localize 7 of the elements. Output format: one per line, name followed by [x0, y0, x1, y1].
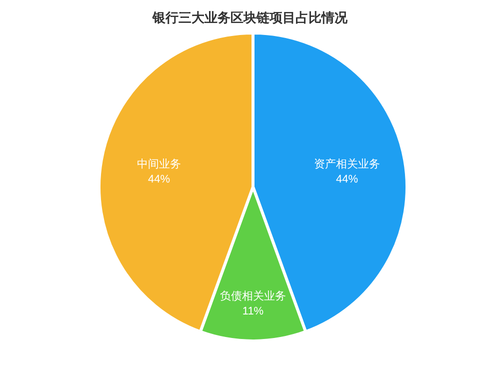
slice-label: 中间业务: [136, 157, 181, 170]
data-label: 11%: [242, 306, 264, 318]
data-label: 44%: [336, 173, 358, 186]
data-label: 44%: [148, 173, 170, 186]
slice-label: 资产相关业务: [314, 157, 380, 170]
chart-title: 银行三大业务区块链项目占比情况: [152, 10, 348, 25]
slice-label: 负债相关业务: [220, 290, 286, 302]
